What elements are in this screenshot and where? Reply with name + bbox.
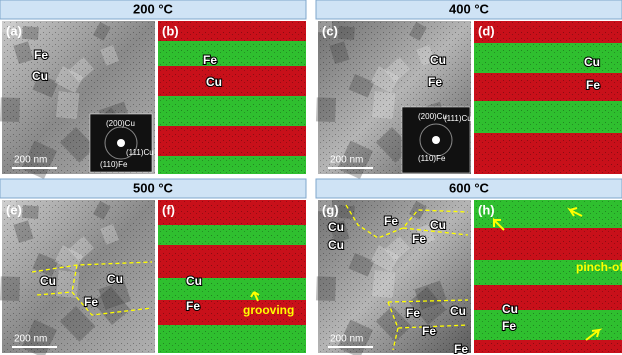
map-annotation: Fe (186, 299, 200, 313)
scale-label: 200 nm (330, 334, 363, 345)
tem-annotation: (110)Fe (418, 154, 446, 163)
panel-title: 400 °C (449, 1, 490, 16)
scale-label: 200 nm (14, 155, 47, 166)
tem-annotation: Fe (412, 232, 426, 246)
panel-label: (e) (6, 202, 22, 217)
panel: 200 °C (a) Fe Cu (200)Cu (111)Cu (110)Fe 200 nm… (0, 0, 306, 179)
tem-annotation: Cu (450, 304, 466, 318)
tem-annotation: (200)Cu (106, 119, 135, 128)
panel-label: (c) (322, 23, 338, 38)
tem-annotation: Cu (107, 272, 123, 286)
tem-annotation: (110)Fe (100, 160, 128, 169)
tem-annotation: Fe (384, 214, 398, 228)
map-annotation: pinch-off (576, 260, 622, 274)
map-annotation: Fe (203, 53, 217, 67)
panel-label: (f) (162, 202, 175, 217)
texture (474, 21, 622, 174)
map-annotation: Cu (584, 55, 600, 69)
panel-label: (b) (162, 23, 179, 38)
tem-annotation: (111)Cu (444, 114, 472, 123)
tem-annotation: Cu (328, 238, 344, 252)
panel-label: (a) (6, 23, 22, 38)
texture (2, 200, 155, 353)
tem-annotation: Cu (40, 274, 56, 288)
diffraction-spot (432, 136, 440, 144)
tem-annotation: Cu (328, 220, 344, 234)
map-annotation: Cu (206, 75, 222, 89)
scale-label: 200 nm (14, 334, 47, 345)
map-annotation: Cu (186, 274, 202, 288)
map-annotation: Fe (586, 78, 600, 92)
panel-title: 200 °C (133, 1, 174, 16)
panel: 400 °C (c) Cu Fe (200)Cu(111)Cu (110)Fe 200 nm… (316, 0, 622, 179)
tem-annotation: Fe (84, 295, 98, 309)
texture (158, 21, 306, 174)
tem-annotation: Fe (428, 75, 442, 89)
tem-annotation: Cu (430, 53, 446, 67)
tem-annotation: Fe (406, 306, 420, 320)
map-annotation: Cu (502, 302, 518, 316)
tem-annotation: (111)Cu (126, 148, 154, 157)
diffraction-spot (117, 139, 125, 147)
map-annotation: Fe (502, 319, 516, 333)
tem-annotation: Cu (32, 69, 48, 83)
panel-label: (d) (478, 23, 495, 38)
panel: 500 °C (e) Cu Cu Fe 200 nm (f) Cu Fe grooving (0, 179, 306, 355)
panel-label: (g) (322, 202, 339, 217)
panel-label: (h) (478, 202, 495, 217)
texture (158, 200, 306, 353)
map-annotation: grooving (243, 303, 294, 317)
panel-title: 600 °C (449, 180, 490, 195)
tem-annotation: Fe (422, 324, 436, 338)
figure: 200 °C(a)FeCu(200)Cu(111)Cu(110)Fe200 nm… (0, 0, 622, 355)
tem-annotation: Fe (34, 48, 48, 62)
scale-label: 200 nm (330, 155, 363, 166)
panel-title: 500 °C (133, 180, 174, 195)
tem-annotation: (200)Cu (418, 112, 447, 121)
tem-annotation: Cu (430, 218, 446, 232)
tem-annotation: Fe (454, 342, 468, 355)
